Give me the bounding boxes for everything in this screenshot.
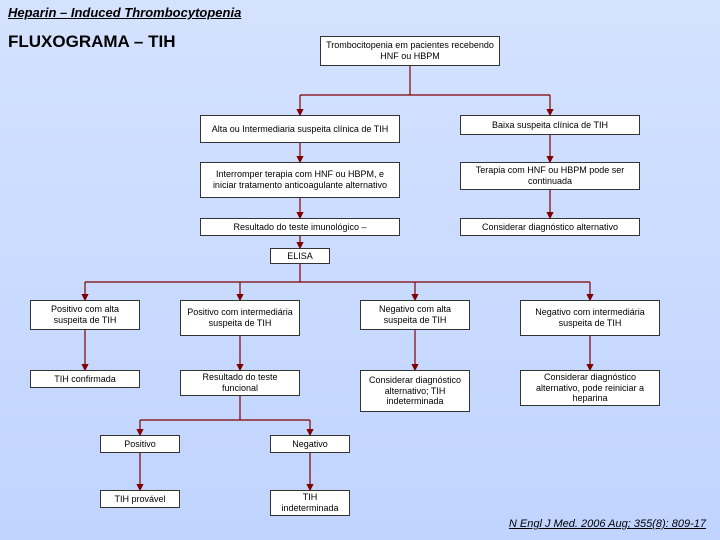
flow-node-n2: Baixa suspeita clínica de TIH xyxy=(460,115,640,135)
flow-node-n19: TIH indeterminada xyxy=(270,490,350,516)
flow-node-n14: Considerar diagnóstico alternativo; TIH … xyxy=(360,370,470,412)
flow-node-n6: Considerar diagnóstico alternativo xyxy=(460,218,640,236)
flow-node-n4: Terapia com HNF ou HBPM pode ser continu… xyxy=(460,162,640,190)
flow-node-n5: Resultado do teste imunológico – xyxy=(200,218,400,236)
citation-text: N Engl J Med. 2006 Aug; 355(8): 809-17 xyxy=(509,518,706,530)
flow-arrows xyxy=(0,0,720,540)
flow-node-n1: Alta ou Intermediaria suspeita clínica d… xyxy=(200,115,400,143)
flow-node-n10: Negativo com alta suspeita de TIH xyxy=(360,300,470,330)
flow-node-n18: TIH provável xyxy=(100,490,180,508)
flow-node-n17: Negativo xyxy=(270,435,350,453)
page-subtitle: Heparin – Induced Thrombocytopenia xyxy=(8,5,241,20)
flow-node-n3: Interromper terapia com HNF ou HBPM, e i… xyxy=(200,162,400,198)
flow-node-n9: Positivo com intermediária suspeita de T… xyxy=(180,300,300,336)
flow-node-n8: Positivo com alta suspeita de TIH xyxy=(30,300,140,330)
page-title: FLUXOGRAMA – TIH xyxy=(8,32,175,52)
flow-node-n16: Positivo xyxy=(100,435,180,453)
flow-node-n15: Considerar diagnóstico alternativo, pode… xyxy=(520,370,660,406)
flow-node-n7: ELISA xyxy=(270,248,330,264)
flow-node-n12: TIH confirmada xyxy=(30,370,140,388)
flow-node-n11: Negativo com intermediária suspeita de T… xyxy=(520,300,660,336)
flow-node-n0: Trombocitopenia em pacientes recebendo H… xyxy=(320,36,500,66)
flow-node-n13: Resultado do teste funcional xyxy=(180,370,300,396)
